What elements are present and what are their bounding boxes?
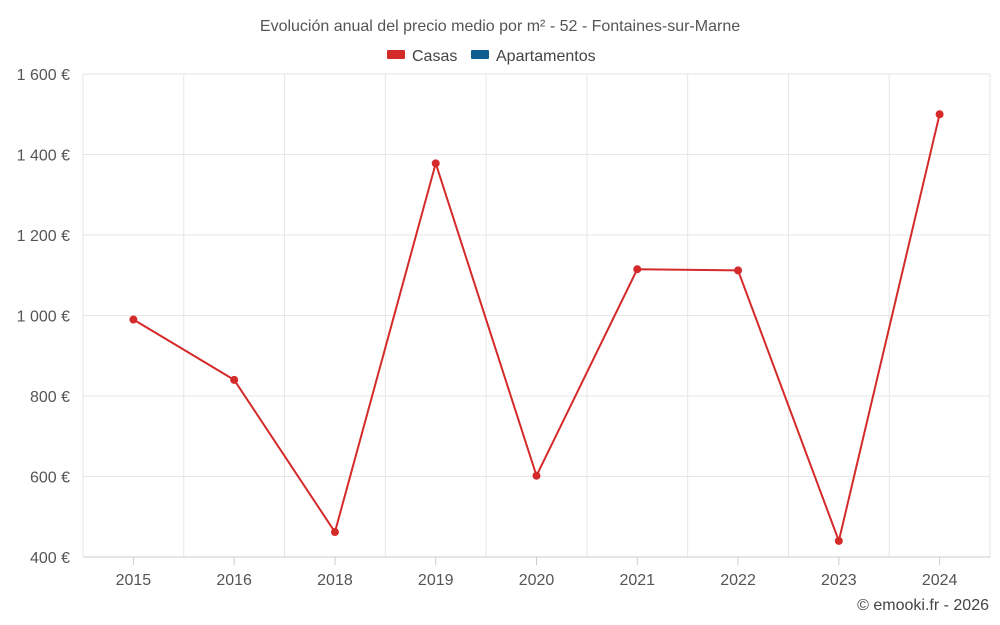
legend-swatch-apartamentos [471,50,489,59]
y-tick-label: 600 € [30,470,70,487]
y-tick-label: 1 600 € [17,67,70,84]
x-tick-label: 2016 [216,572,252,589]
y-tick-label: 1 000 € [17,309,70,326]
legend-item-apartamentos[interactable]: Apartamentos [471,48,596,65]
x-tick-label: 2020 [519,572,555,589]
series-casas [129,110,944,545]
y-tick-label: 400 € [30,550,70,567]
data-point-casas[interactable] [935,110,944,119]
x-tick-label: 2024 [922,572,958,589]
x-tick-label: 2022 [720,572,756,589]
data-point-casas[interactable] [330,528,339,537]
y-tick-label: 1 200 € [17,228,70,245]
data-point-casas[interactable] [633,265,642,274]
chart-title: Evolución anual del precio medio por m² … [260,18,740,35]
x-tick-label: 2021 [619,572,655,589]
data-point-casas[interactable] [834,536,843,545]
legend: Casas Apartamentos [387,48,596,65]
credit-text: © emooki.fr - 2026 [857,597,989,614]
legend-item-casas[interactable]: Casas [387,48,457,65]
data-point-casas[interactable] [431,159,440,168]
x-axis: 2015 2016 2018 2019 2020 2021 2022 2023 2024 [83,556,990,589]
data-point-casas[interactable] [532,471,541,480]
x-tick-label: 2015 [116,572,152,589]
legend-label-casas: Casas [412,48,457,65]
y-tick-label: 1 400 € [17,148,70,165]
x-tick-label: 2018 [317,572,353,589]
legend-swatch-casas [387,50,405,59]
data-point-casas[interactable] [230,375,239,384]
data-point-casas[interactable] [734,266,743,275]
x-tick-label: 2023 [821,572,857,589]
y-axis: 400 € 600 € 800 € 1 000 € 1 200 € 1 400 € 1 60… [17,67,70,567]
legend-label-apartamentos: Apartamentos [496,48,596,65]
grid [82,73,991,557]
x-tick-label: 2019 [418,572,454,589]
y-tick-label: 800 € [30,389,70,406]
data-point-casas[interactable] [129,315,138,324]
